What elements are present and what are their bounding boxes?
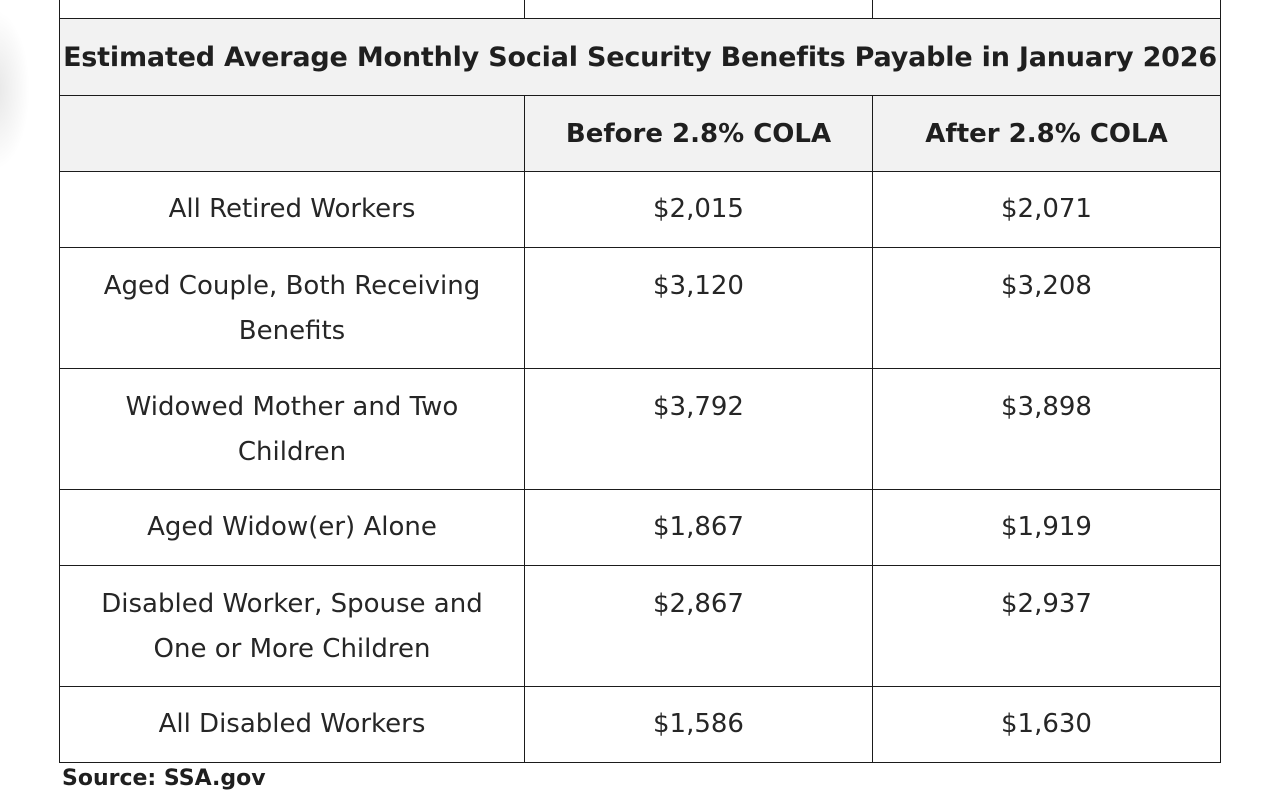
before-cola-cell: $2,867 — [524, 565, 873, 687]
after-cola-cell: $2,937 — [872, 565, 1221, 687]
category-cell: All Disabled Workers — [59, 686, 525, 763]
category-cell: Aged Couple, Both Receiving Benefits — [59, 247, 525, 369]
column-header-category — [59, 95, 525, 172]
before-cola-cell: $3,120 — [524, 247, 873, 369]
column-header-before-cola: Before 2.8% COLA — [524, 95, 873, 172]
category-cell: Disabled Worker, Spouse and One or More … — [59, 565, 525, 687]
table-row: Disabled Worker, Spouse and One or More … — [59, 565, 1221, 687]
table-header-row: Before 2.8% COLA After 2.8% COLA — [59, 95, 1221, 172]
table-cell — [59, 0, 525, 19]
table-row: Aged Widow(er) Alone $1,867 $1,919 — [59, 489, 1221, 566]
before-cola-cell: $3,792 — [524, 368, 873, 490]
table-title: Estimated Average Monthly Social Securit… — [59, 18, 1221, 96]
table-cell — [524, 0, 873, 19]
benefits-table: Estimated Average Monthly Social Securit… — [59, 0, 1221, 763]
table-top-strip — [59, 0, 1221, 19]
table-row: All Disabled Workers $1,586 $1,630 — [59, 686, 1221, 763]
after-cola-cell: $2,071 — [872, 171, 1221, 248]
before-cola-cell: $1,586 — [524, 686, 873, 763]
after-cola-cell: $1,630 — [872, 686, 1221, 763]
table-row: All Retired Workers $2,015 $2,071 — [59, 171, 1221, 248]
edge-shadow — [0, 10, 30, 170]
category-cell: Aged Widow(er) Alone — [59, 489, 525, 566]
after-cola-cell: $1,919 — [872, 489, 1221, 566]
table-title-row: Estimated Average Monthly Social Securit… — [59, 18, 1221, 96]
before-cola-cell: $2,015 — [524, 171, 873, 248]
category-cell: All Retired Workers — [59, 171, 525, 248]
after-cola-cell: $3,208 — [872, 247, 1221, 369]
column-header-after-cola: After 2.8% COLA — [872, 95, 1221, 172]
category-cell: Widowed Mother and Two Children — [59, 368, 525, 490]
source-note: Source: SSA.gov — [62, 766, 266, 791]
before-cola-cell: $1,867 — [524, 489, 873, 566]
after-cola-cell: $3,898 — [872, 368, 1221, 490]
table-row: Widowed Mother and Two Children $3,792 $… — [59, 368, 1221, 490]
table-cell — [872, 0, 1221, 19]
table-row: Aged Couple, Both Receiving Benefits $3,… — [59, 247, 1221, 369]
